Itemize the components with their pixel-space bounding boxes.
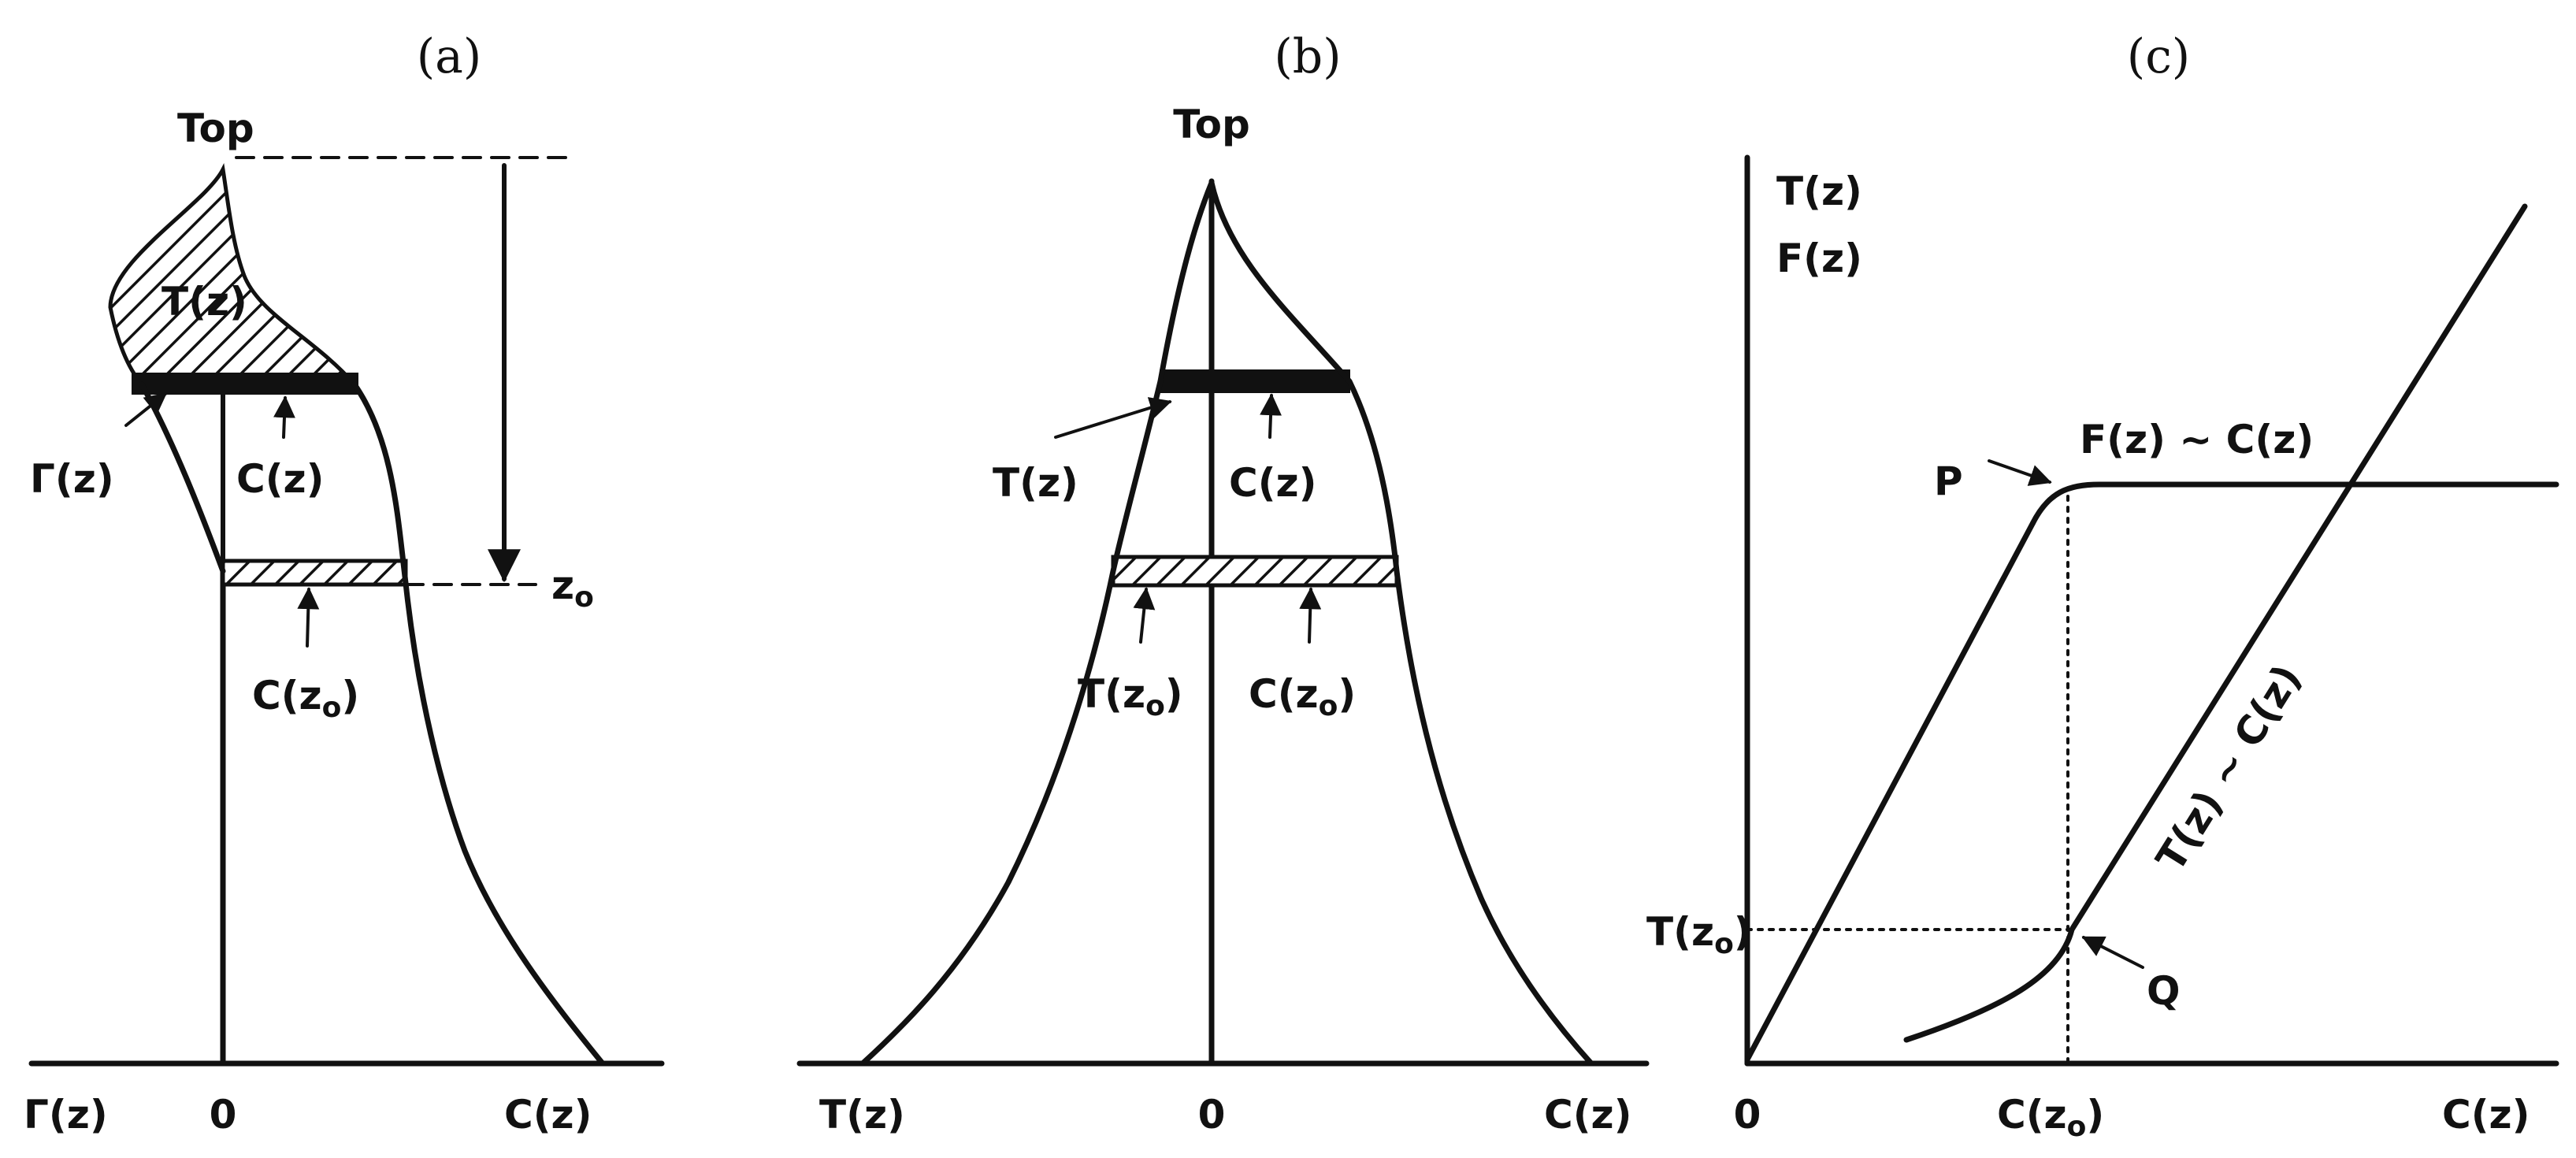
panel-b-tz0-label: T(zo) [1078,671,1183,722]
panel-a-c-pointer [273,395,295,439]
panel-c-caption: (c) [2127,29,2190,84]
panel-c-p-pointer [1988,459,2052,486]
panel-a-c-curve [351,381,606,1067]
panel-b: (b) Top T(z) C(z) T(zo) C(zo) T(z) 0 C(z… [796,29,1650,1138]
panel-a-shaded-region [108,163,359,387]
panel-a-gamma-curve [139,381,226,574]
panel-b-x-zero-label: 0 [1198,1092,1226,1138]
panel-b-t-pointer [1054,397,1172,439]
panel-c-x-cz0-label: C(zo) [1997,1092,2104,1143]
panel-b-t-curve [859,180,1215,1067]
panel-b-tz0-pointer [1133,587,1156,644]
panel-a-c-label: C(z) [236,456,325,502]
panel-c-f-curve [1744,481,2559,1063]
panel-a-x-left-label: Γ(z) [24,1092,108,1138]
panel-a-caption: (a) [417,29,482,84]
panel-a-x-zero-label: 0 [210,1092,237,1138]
panel-a-cz0-label: C(zo) [252,673,359,724]
panel-a-solid-bar [132,373,358,395]
panel-c-f-curve-label: F(z) ~ C(z) [2080,417,2314,462]
panel-c-y-label-1: T(z) [1776,169,1862,214]
panel-b-t-label: T(z) [993,460,1078,506]
panel-c-y-label-2: F(z) [1776,236,1862,281]
panel-a-gamma-label: Γ(z) [30,456,114,502]
panel-c-q-label: Q [2147,968,2181,1014]
panel-b-x-right-label: C(z) [1544,1092,1632,1138]
panel-a-cz0-pointer [297,587,320,648]
panel-a-z0-label: zo [551,562,594,614]
panel-b-c-pointer [1260,393,1282,439]
panel-b-solid-bar [1160,369,1350,393]
panel-b-cz0-label: C(zo) [1249,671,1356,722]
panel-c-x-zero-label: 0 [1734,1092,1761,1138]
panel-b-c-curve [1208,180,1594,1067]
panel-c-x-right-label: C(z) [2442,1092,2530,1138]
panel-a-x-right-label: C(z) [504,1092,592,1138]
panel-b-x-left-label: T(z) [819,1092,905,1138]
panel-b-cz0-pointer [1299,587,1322,644]
panel-c-p-label: P [1934,458,1963,504]
panel-a: (a) Top T(z) Γ(z) C(z) zo C(zo) Γ(z) [24,29,665,1138]
panel-a-hatched-bar [221,559,408,587]
panel-a-top-label: Top [177,106,254,151]
panel-b-hatched-bar [1111,555,1399,588]
panel-c: (c) T(z) F(z) F(z) ~ C(z) T(z) ~ C(z) P … [1646,29,2559,1143]
panel-a-shaded-label: T(z) [161,279,247,325]
panel-b-c-label: C(z) [1229,460,1317,506]
panel-c-q-pointer [2081,936,2144,969]
panel-b-top-label: Top [1173,102,1250,147]
panel-a-gamma-pointer [124,392,168,427]
panel-c-t-curve [1903,203,2528,1043]
panel-b-caption: (b) [1274,29,1341,84]
panel-c-tz0-label: T(zo) [1646,909,1752,960]
